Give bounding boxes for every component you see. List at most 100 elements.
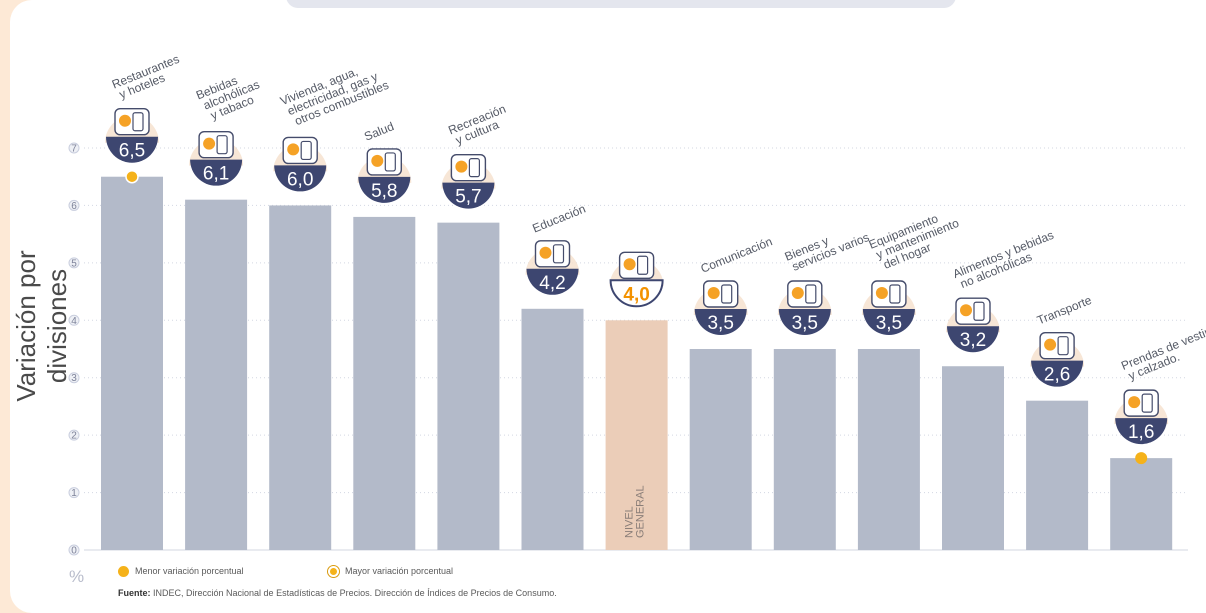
- min-marker-icon: [118, 566, 129, 578]
- value-label: 6,1: [203, 164, 229, 185]
- tick-bubble: [68, 372, 80, 384]
- chicken-icon: [955, 297, 991, 325]
- phone-icon: [703, 280, 739, 308]
- bar: [773, 349, 836, 550]
- category-label-line: Educación: [530, 202, 587, 236]
- icon-detail: [636, 255, 649, 275]
- category-label-line: Comunicación: [699, 234, 775, 275]
- badge-body: [947, 326, 999, 353]
- legend-min: Menor variación porcentual: [118, 566, 244, 578]
- bar: [605, 320, 668, 550]
- bus-card-icon: [1039, 331, 1075, 360]
- category-label: Educación: [530, 202, 587, 236]
- comb-scissors-icon: [787, 280, 823, 308]
- y-tick-label: 3: [71, 373, 77, 384]
- icon-detail: [552, 244, 565, 264]
- book-icon: [534, 240, 571, 268]
- tick-bubble: [68, 314, 80, 326]
- icon-accent: [1044, 338, 1057, 351]
- value-badge: 1,6: [1114, 389, 1169, 445]
- category-label: Bebidasalcohólicasy tabaco: [194, 66, 266, 125]
- max-marker: [125, 169, 139, 184]
- bar: [942, 366, 1004, 550]
- y-tick-label: 2: [71, 431, 77, 442]
- legend-max-label: Mayor variación porcentual: [345, 566, 454, 576]
- icon-accent: [623, 258, 636, 271]
- source-note: Fuente: INDEC, Dirección Nacional de Est…: [118, 588, 557, 598]
- value-badge: 3,2: [946, 297, 1000, 353]
- shirt-icon: [1123, 389, 1159, 417]
- tick-bubble: [68, 429, 80, 441]
- badge-body: [526, 268, 579, 295]
- value-badge: 6,1: [189, 130, 244, 186]
- badge-body: [106, 136, 158, 163]
- bar: [353, 216, 416, 550]
- value-badge: 6,5: [105, 108, 159, 163]
- icon-accent: [455, 160, 468, 173]
- category-label: Alimentos y bebidasno alcohólicas: [951, 228, 1060, 292]
- value-label: 4,0: [623, 284, 649, 305]
- value-label: 4,2: [539, 273, 565, 294]
- value-badge: 3,5: [777, 280, 832, 335]
- category-label: Comunicación: [699, 234, 775, 275]
- tick-bubble: [68, 487, 80, 499]
- value-badge: 4,2: [525, 240, 580, 295]
- bar-inner-label: NIVELGENERAL: [624, 485, 647, 538]
- bar: [437, 222, 500, 550]
- icon-detail: [468, 158, 480, 178]
- y-tick-label: 6: [71, 201, 77, 212]
- badge-body: [694, 309, 747, 335]
- icon-detail: [721, 284, 733, 304]
- value-badge: 2,6: [1030, 331, 1085, 387]
- tick-bubble: [68, 142, 80, 154]
- restaurant-icon: [114, 108, 150, 136]
- category-label: Prendas de vestiry calzado.: [1119, 325, 1206, 384]
- icon-accent: [203, 137, 216, 150]
- bar: [1110, 458, 1173, 550]
- tick-bubble: [68, 544, 80, 556]
- umbrella-icon: [450, 153, 487, 182]
- value-badge: 5,7: [441, 153, 496, 209]
- health-icon: [366, 148, 402, 176]
- icon-accent: [371, 154, 384, 167]
- bar-inner-line: GENERAL: [635, 485, 647, 538]
- category-label: Bienes yservicios varios: [783, 219, 872, 275]
- icon-detail: [216, 135, 228, 155]
- icon-detail: [300, 140, 312, 161]
- bar: [101, 176, 163, 550]
- value-label: 6,5: [119, 141, 145, 162]
- badge-body: [358, 176, 411, 203]
- value-label: 3,5: [707, 313, 733, 334]
- value-badge: 3,5: [693, 280, 748, 335]
- legend-max: Mayor variación porcentual: [328, 566, 454, 578]
- value-badge: 3,5: [861, 280, 916, 335]
- bar: [689, 349, 752, 550]
- bar: [1026, 400, 1089, 550]
- source-label: Fuente:: [118, 588, 151, 598]
- icon-accent: [960, 304, 972, 317]
- bottle-icon: [198, 130, 234, 159]
- badge-body: [778, 309, 831, 335]
- tick-bubble: [68, 199, 80, 211]
- value-label: 5,7: [455, 187, 481, 208]
- icon-detail: [805, 284, 817, 304]
- icon-accent: [287, 143, 300, 156]
- legend-min-label: Menor variación porcentual: [135, 566, 244, 576]
- category-label: Transporte: [1035, 293, 1094, 328]
- category-label: Restaurantesy hoteles: [110, 52, 186, 103]
- value-badge: 5,8: [357, 148, 412, 203]
- icon-accent: [539, 246, 552, 259]
- tick-bubble: [68, 257, 80, 269]
- oven-icon: [871, 280, 907, 308]
- icon-accent: [119, 114, 131, 127]
- icon-detail: [889, 284, 901, 304]
- bar: [857, 349, 920, 550]
- badge-body: [1031, 360, 1084, 387]
- category-label-line: Transporte: [1035, 293, 1094, 328]
- icon-detail: [384, 152, 396, 172]
- category-label-line: Salud: [362, 119, 396, 143]
- percent-unit-label: %: [69, 567, 85, 586]
- icon-detail: [973, 301, 985, 321]
- icon-detail: [132, 112, 144, 132]
